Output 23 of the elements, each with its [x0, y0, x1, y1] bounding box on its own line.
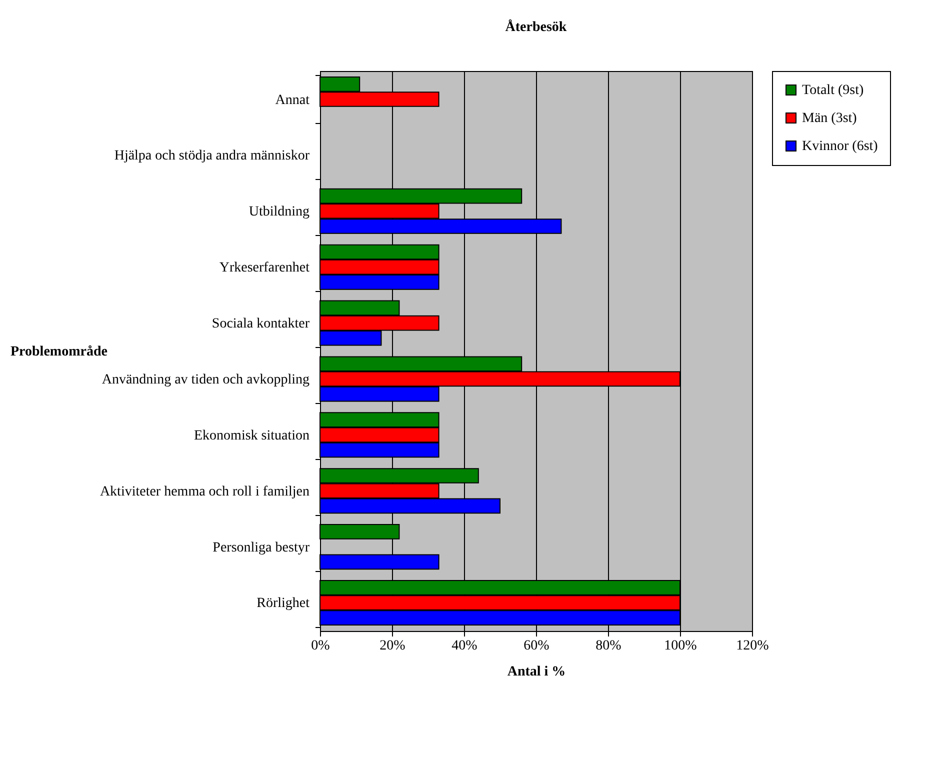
- x-tick-label: 80%: [596, 638, 622, 654]
- y-tick-label: Utbildning: [248, 204, 310, 220]
- legend-label: Totalt (9st): [802, 83, 864, 98]
- legend-label: Män (3st): [802, 111, 858, 126]
- y-tick-label: Sociala kontakter: [212, 316, 310, 332]
- y-tick-label: Yrkeserfarenhet: [219, 260, 310, 276]
- legend-label: Kvinnor (6st): [802, 139, 878, 154]
- y-tick-label: Personliga bestyr: [212, 540, 310, 556]
- x-tick-label: 100%: [664, 638, 698, 654]
- y-axis-title: Problemområde: [10, 344, 108, 360]
- x-tick-label: 60%: [524, 638, 550, 654]
- y-tick-label: Ekonomisk situation: [194, 428, 310, 444]
- x-tick-label: 120%: [736, 638, 770, 654]
- x-tick-label: 0%: [311, 638, 330, 654]
- y-tick-label: Aktiviteter hemma och roll i familjen: [100, 484, 310, 500]
- chart-title: Återbesök: [505, 19, 567, 35]
- x-tick-label: 40%: [452, 638, 478, 654]
- x-axis-title: Antal i %: [507, 664, 566, 680]
- y-tick-label: Annat: [275, 92, 310, 108]
- y-tick-label: Rörlighet: [256, 596, 310, 612]
- y-tick-label: Hjälpa och stödja andra människor: [114, 148, 310, 164]
- y-tick-label: Användning av tiden och avkoppling: [102, 372, 310, 388]
- x-tick-label: 20%: [380, 638, 406, 654]
